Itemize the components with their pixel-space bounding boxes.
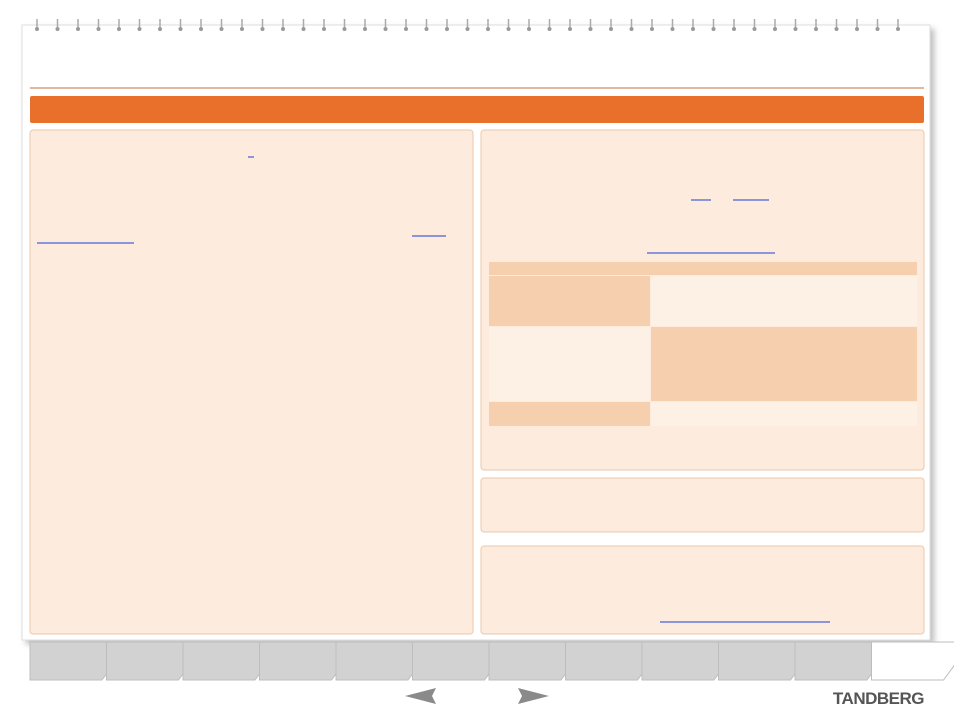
- tab-bar: [29, 641, 954, 681]
- spiral-hole: [55, 27, 60, 31]
- table: [489, 262, 917, 426]
- spiral-hole: [588, 27, 593, 31]
- spiral-hole: [383, 27, 388, 31]
- tab[interactable]: [335, 641, 437, 681]
- spiral-hole: [629, 27, 634, 31]
- spiral-hole: [547, 27, 552, 31]
- spiral-hole: [670, 27, 675, 31]
- spiral-hole: [322, 27, 326, 31]
- tab[interactable]: [29, 641, 131, 681]
- spiral-hole: [363, 27, 367, 31]
- spiral-hole: [137, 27, 142, 31]
- spiral-hole: [178, 27, 183, 31]
- tab[interactable]: [488, 641, 590, 681]
- spiral-hole: [568, 27, 572, 31]
- tab[interactable]: [106, 641, 208, 681]
- left-panel: [29, 129, 474, 635]
- spiral-hole: [855, 27, 859, 31]
- spiral-hole: [465, 27, 470, 31]
- tab[interactable]: [565, 641, 667, 681]
- spiral-hole: [773, 27, 777, 31]
- table-cell: [651, 276, 917, 326]
- spiral-hole: [342, 27, 347, 31]
- table-cell: [651, 327, 917, 401]
- section-bar: [30, 96, 924, 123]
- spiral-hole: [199, 27, 203, 31]
- table-cell: [489, 276, 650, 326]
- tab[interactable]: [412, 641, 514, 681]
- table-cell: [651, 402, 917, 426]
- spiral-hole: [445, 27, 449, 31]
- spiral-hole: [527, 27, 531, 31]
- spiral-hole: [240, 27, 244, 31]
- spiral-hole: [875, 27, 880, 31]
- spiral-binding: [35, 19, 900, 31]
- spiral-hole: [732, 27, 736, 31]
- brand-logo: TANDBERG: [833, 689, 924, 708]
- spiral-hole: [158, 27, 162, 31]
- spiral-hole: [219, 27, 224, 31]
- spiral-hole: [76, 27, 80, 31]
- spiral-hole: [609, 27, 613, 31]
- spiral-hole: [691, 27, 695, 31]
- spiral-hole: [424, 27, 429, 31]
- note-panel: [480, 477, 925, 533]
- spiral-hole: [117, 27, 121, 31]
- active-tab[interactable]: [871, 641, 954, 681]
- tab[interactable]: [259, 641, 361, 681]
- spiral-hole: [650, 27, 654, 31]
- spiral-hole: [896, 27, 900, 31]
- spiral-hole: [814, 27, 818, 31]
- spiral-hole: [711, 27, 716, 31]
- spiral-hole: [301, 27, 306, 31]
- info-panel: [480, 545, 925, 635]
- table-cell: [489, 402, 650, 426]
- table-header: [489, 262, 917, 275]
- spiral-hole: [506, 27, 511, 31]
- spiral-hole: [281, 27, 285, 31]
- spiral-hole: [486, 27, 490, 31]
- spiral-hole: [752, 27, 757, 31]
- prev-arrow[interactable]: [405, 688, 436, 704]
- tab[interactable]: [794, 641, 896, 681]
- spiral-hole: [96, 27, 101, 31]
- tab[interactable]: [641, 641, 743, 681]
- next-arrow[interactable]: [518, 688, 549, 704]
- spiral-hole: [260, 27, 265, 31]
- table-cell: [489, 327, 650, 401]
- spiral-hole: [35, 27, 39, 31]
- spiral-hole: [404, 27, 408, 31]
- tab[interactable]: [718, 641, 820, 681]
- tab[interactable]: [182, 641, 284, 681]
- spiral-hole: [793, 27, 798, 31]
- spiral-hole: [834, 27, 839, 31]
